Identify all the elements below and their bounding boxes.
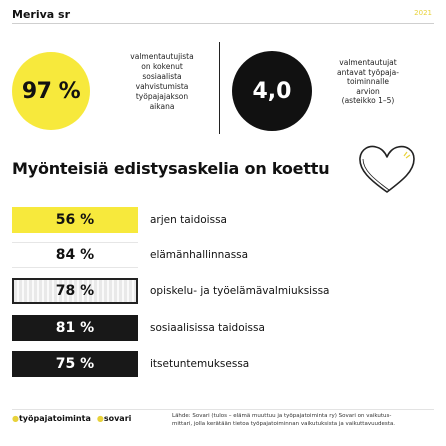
source-line: mittari, jolla kerätään tietoa työpajato… [172, 420, 396, 427]
stats-divider [219, 42, 220, 134]
footer-divider [12, 409, 434, 410]
stat-black-line: valmentautujat [339, 58, 397, 67]
progress-label: elämänhallinnassa [150, 249, 249, 261]
stat-circle-black: 4,0 [232, 51, 312, 131]
brand-sovari: sovari [103, 414, 132, 423]
source-note: Lähde: Sovari (tulos – elämä muuttuu ja … [172, 413, 434, 428]
footer-brands: ●työpajatoiminta ●sovari [12, 414, 131, 423]
stat-circle-yellow: 97 % [12, 52, 90, 130]
progress-row-life-management: 84 % elämänhallinnassa [12, 242, 432, 268]
bullet-icon: ● [12, 414, 19, 423]
stat-black-line: (asteikko 1–5) [341, 96, 395, 105]
progress-bar: 75 % [12, 351, 138, 377]
progress-bar: 81 % [12, 315, 138, 341]
stat-yellow-value: 97 % [21, 78, 81, 104]
stat-black-description: valmentautujat antavat työpaja- toiminna… [316, 58, 420, 106]
progress-row-social-skills: 81 % sosiaalisissa taidoissa [12, 315, 432, 341]
bullet-icon: ● [96, 414, 104, 423]
progress-bar: 78 % [12, 278, 138, 304]
stat-black-line: arvion [356, 86, 380, 96]
source-line: Lähde: Sovari (tulos – elämä muuttuu ja … [172, 413, 392, 419]
progress-row-self-knowledge: 75 % itsetuntemuksessa [12, 351, 432, 377]
progress-label: sosiaalisissa taidoissa [150, 322, 265, 334]
progress-row-life-skills: 56 % arjen taidoissa [12, 207, 432, 233]
stat-yellow-line: valmentautujista [130, 52, 194, 61]
progress-label: itsetuntemuksessa [150, 358, 250, 370]
stat-yellow-line: vahvistumista [135, 82, 189, 91]
progress-label: arjen taidoissa [150, 214, 227, 226]
stat-black-line: antavat työpaja- [337, 67, 399, 77]
organization-name: Meriva sr [12, 8, 70, 21]
stat-yellow-line: työpajajakson [135, 92, 189, 101]
stat-yellow-line: aikana [149, 102, 175, 111]
stat-black-line: toiminnalle [347, 77, 389, 86]
corner-mark: 2021 [414, 9, 432, 17]
header-divider [12, 23, 434, 24]
stat-yellow-line: sosiaalista [142, 72, 182, 81]
stat-yellow-line: on kokenut [141, 62, 183, 71]
progress-bar: 84 % [12, 242, 138, 268]
progress-row-work-readiness: 78 % opiskelu- ja työelämävalmiuksissa [12, 278, 432, 304]
heart-outline-icon [359, 145, 415, 193]
stat-yellow-description: valmentautujista on kokenut sosiaalista … [96, 52, 228, 112]
stat-black-value: 4,0 [252, 78, 292, 104]
brand-tyopajatoiminta: työpajatoiminta [18, 414, 91, 423]
progress-label: opiskelu- ja työelämävalmiuksissa [150, 285, 330, 297]
section-heading: Myönteisiä edistysaskelia on koettu [12, 159, 330, 178]
progress-bar: 56 % [12, 207, 138, 233]
